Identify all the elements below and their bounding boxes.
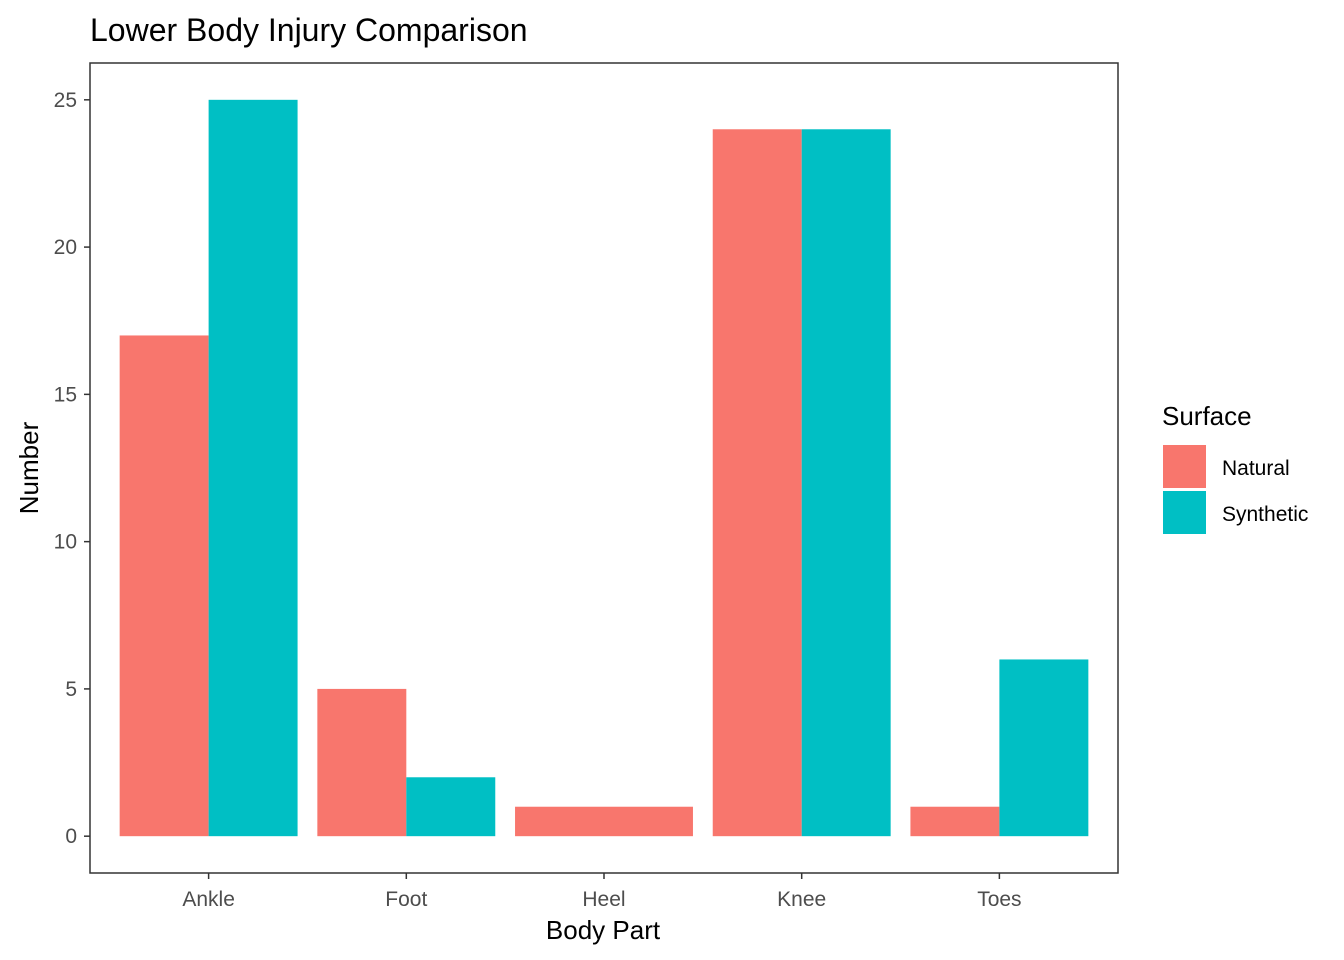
y-tick-label: 20 xyxy=(54,236,77,259)
y-tick-label: 15 xyxy=(54,383,77,406)
bar-ankle-natural xyxy=(119,335,209,837)
bar-knee-natural xyxy=(712,129,802,837)
legend-key-synthetic xyxy=(1163,491,1206,534)
x-axis: Ankle Foot Heel Knee Toes xyxy=(182,873,1022,911)
bar-foot-natural xyxy=(317,688,407,837)
y-tick-label: 10 xyxy=(54,531,77,554)
legend-items: Natural Synthetic xyxy=(1163,445,1308,534)
x-axis-title: Body Part xyxy=(546,915,661,945)
y-tick-label: 0 xyxy=(65,825,77,848)
x-tick-label: Ankle xyxy=(182,888,235,911)
bar-toes-natural xyxy=(910,806,1000,837)
legend-title: Surface xyxy=(1162,401,1252,431)
x-tick-label: Toes xyxy=(977,888,1021,911)
bar-foot-synthetic xyxy=(406,777,496,837)
bar-ankle-synthetic xyxy=(208,99,298,837)
plot-panel xyxy=(89,62,1119,874)
y-tick-label: 25 xyxy=(54,89,77,112)
legend: Surface Natural Synthetic xyxy=(1162,401,1308,534)
x-tick-label: Foot xyxy=(385,888,427,911)
y-axis: 0 5 10 15 20 25 xyxy=(54,89,90,848)
y-axis-title: Number xyxy=(14,421,44,514)
chart-title: Lower Body Injury Comparison xyxy=(90,12,528,48)
bar-toes-synthetic xyxy=(999,659,1089,837)
legend-label-natural: Natural xyxy=(1222,457,1290,480)
x-tick-label: Heel xyxy=(582,888,625,911)
legend-key-natural xyxy=(1163,445,1206,488)
y-tick-label: 5 xyxy=(65,678,77,701)
bar-knee-synthetic xyxy=(801,129,891,837)
x-tick-label: Knee xyxy=(777,888,826,911)
bar-heel-natural xyxy=(515,806,693,837)
bars-layer xyxy=(119,99,1089,837)
legend-label-synthetic: Synthetic xyxy=(1222,503,1308,526)
